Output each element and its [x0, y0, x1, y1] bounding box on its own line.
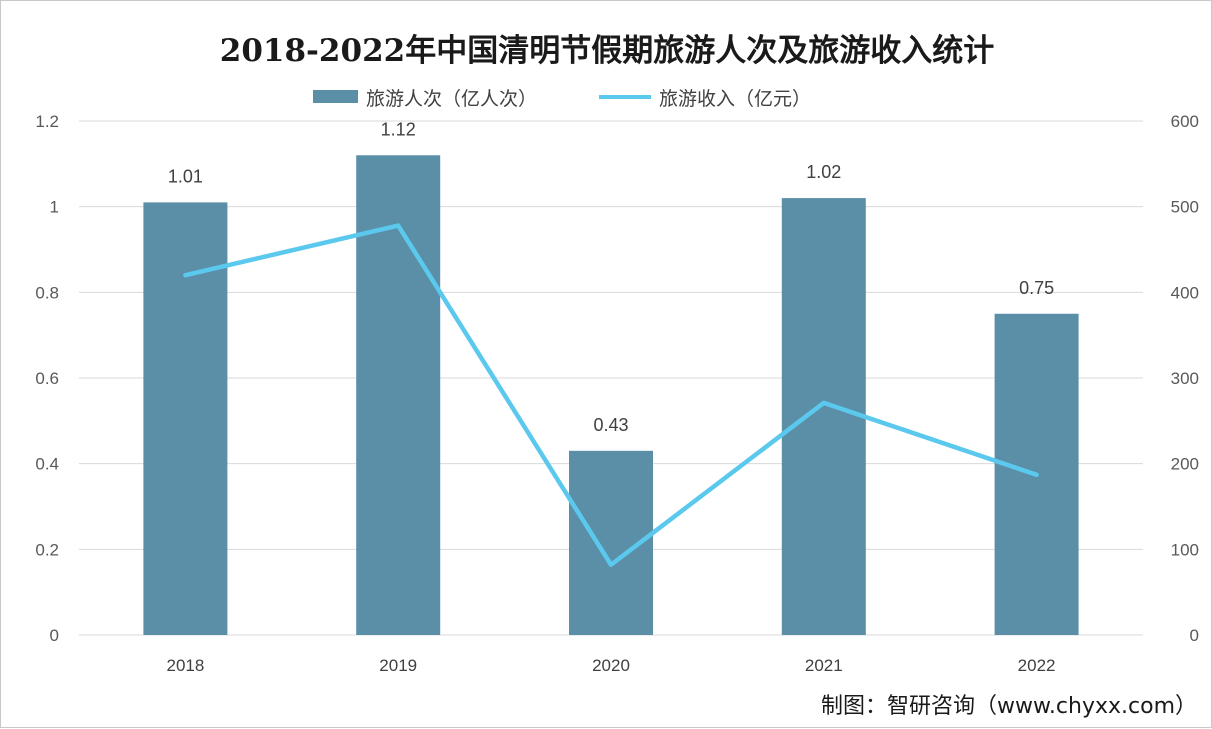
- right-axis-tick-label: 100: [1171, 540, 1199, 559]
- right-axis-tick-label: 600: [1171, 112, 1199, 131]
- legend-bar-swatch: [313, 90, 358, 103]
- left-axis-tick-label: 0.2: [35, 540, 59, 559]
- source-note: 制图：智研咨询（www.chyxx.com）: [821, 694, 1197, 719]
- bar-data-label: 0.75: [1019, 278, 1054, 298]
- legend: 旅游人次（亿人次） 旅游收入（亿元）: [313, 88, 811, 110]
- left-axis-tick-label: 1: [50, 198, 59, 217]
- x-axis-tick-label: 2020: [592, 656, 630, 675]
- left-axis-tick-label: 0.8: [35, 283, 59, 302]
- bar-data-label: 1.01: [168, 166, 203, 186]
- right-axis-tick-label: 300: [1171, 369, 1199, 388]
- left-axis-tick-label: 0: [50, 626, 59, 645]
- x-axis-tick-label: 2021: [805, 656, 843, 675]
- right-axis-tick-label: 400: [1171, 283, 1199, 302]
- right-axis-tick-label: 0: [1190, 626, 1199, 645]
- x-axis-tick-label: 2018: [166, 656, 204, 675]
- right-y-axis: 0 100 200 300 400 500 600: [1171, 112, 1199, 645]
- left-axis-tick-label: 0.6: [35, 369, 59, 388]
- right-axis-tick-label: 500: [1171, 198, 1199, 217]
- x-axis-tick-label: 2022: [1018, 656, 1056, 675]
- bar-data-label: 1.12: [381, 119, 416, 139]
- bar-data-label: 1.02: [806, 162, 841, 182]
- chart-title: 2018-2022年中国清明节假期旅游人次及旅游收入统计: [220, 33, 994, 69]
- x-axis-tick-label: 2019: [379, 656, 417, 675]
- legend-bar-label: 旅游人次（亿人次）: [366, 88, 537, 110]
- legend-line-label: 旅游收入（亿元）: [659, 88, 811, 110]
- bar-series: 1.01 1.12 0.43 1.02 0.75: [143, 119, 1078, 635]
- x-axis: 2018 2019 2020 2021 2022: [166, 656, 1055, 675]
- left-axis-tick-label: 0.4: [35, 455, 59, 474]
- left-y-axis: 0 0.2 0.4 0.6 0.8 1 1.2: [35, 112, 59, 645]
- bar-2021: [782, 198, 866, 635]
- right-axis-tick-label: 200: [1171, 455, 1199, 474]
- bar-data-label: 0.43: [593, 415, 628, 435]
- left-axis-tick-label: 1.2: [35, 112, 59, 131]
